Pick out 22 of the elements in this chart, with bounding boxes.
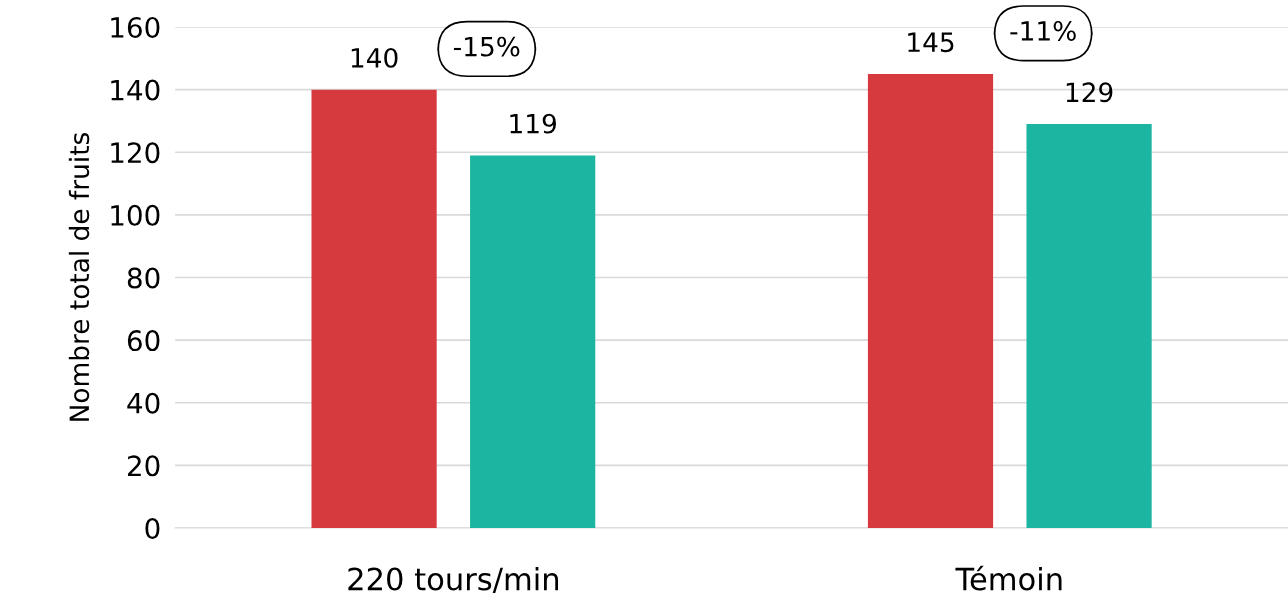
data-label: 119 <box>510 113 556 134</box>
x-tick-label: 220 tours/min <box>348 566 559 593</box>
bar <box>867 73 994 529</box>
bar <box>470 155 596 529</box>
y-tick-label: 140 <box>111 79 160 101</box>
bar <box>1026 124 1152 529</box>
bar <box>311 89 437 529</box>
y-tick-label: 100 <box>111 204 160 226</box>
annotation: -15% <box>453 36 520 57</box>
data-label: 129 <box>1066 82 1113 103</box>
y-tick-label: 120 <box>111 142 160 164</box>
y-tick-label: 80 <box>127 267 160 289</box>
x-tick-label: Témoin <box>955 565 1062 591</box>
data-label: 145 <box>908 32 954 53</box>
y-axis-title: Nombre total de fruits <box>68 133 90 421</box>
y-tick-label: 40 <box>127 392 160 414</box>
y-tick-label: 0 <box>145 517 160 539</box>
data-label: 140 <box>351 47 398 68</box>
y-tick-label: 160 <box>111 16 160 38</box>
y-tick-label: 20 <box>127 455 160 477</box>
y-tick-label: 60 <box>127 330 160 352</box>
annotation: -11% <box>1010 20 1076 41</box>
